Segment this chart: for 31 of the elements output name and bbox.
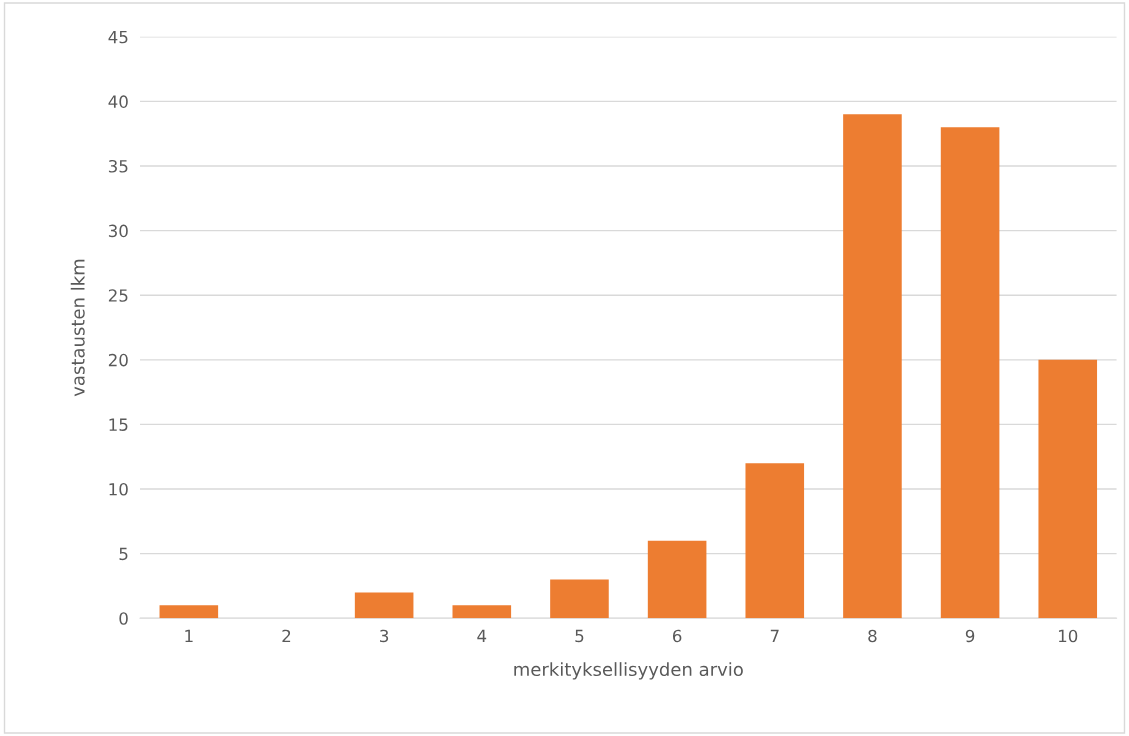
x-tick-label: 6 xyxy=(672,629,682,643)
y-tick-label: 0 xyxy=(119,612,128,625)
y-tick-label: 45 xyxy=(108,30,128,44)
bar xyxy=(745,463,805,619)
y-tick-label: 30 xyxy=(108,224,128,238)
bar xyxy=(940,127,1000,619)
y-tick-label: 5 xyxy=(119,547,128,561)
x-tick-label: 5 xyxy=(575,629,584,643)
y-tick-label: 20 xyxy=(108,353,128,367)
bar xyxy=(452,605,512,619)
bar xyxy=(1038,359,1098,619)
x-tick-label: 2 xyxy=(282,629,291,643)
y-tick-label: 15 xyxy=(109,418,128,431)
x-tick-label: 3 xyxy=(380,629,389,643)
x-tick-label: 8 xyxy=(868,629,877,643)
x-tick-label: 1 xyxy=(185,629,193,643)
x-tick-label: 4 xyxy=(477,629,487,643)
y-tick-label: 10 xyxy=(109,482,128,496)
bar xyxy=(843,114,902,619)
y-tick-label: 40 xyxy=(108,95,128,108)
bar xyxy=(647,540,707,619)
x-tick-label: 10 xyxy=(1058,629,1078,643)
y-tick-label: 25 xyxy=(108,289,128,302)
y-tick-label: 35 xyxy=(108,159,128,173)
x-tick-label: 7 xyxy=(770,629,779,643)
y-axis-title: vastausten lkm xyxy=(70,259,85,397)
x-axis-title: merkityksellisyyden arvio xyxy=(514,662,743,680)
x-tick-label: 9 xyxy=(965,629,975,643)
bar xyxy=(550,579,609,619)
bar xyxy=(354,592,414,619)
bar xyxy=(159,605,219,619)
